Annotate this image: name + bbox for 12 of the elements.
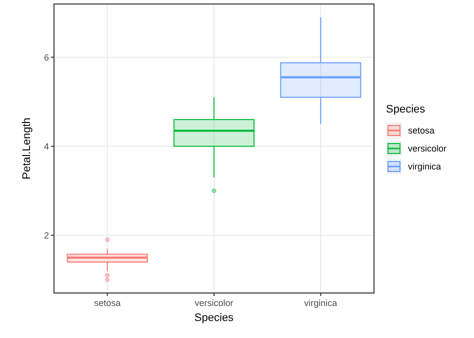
x-tick-label: versicolor (194, 298, 234, 308)
x-axis-title: Species (194, 312, 234, 324)
y-tick-label: 6 (44, 52, 49, 62)
legend-label: setosa (408, 126, 435, 136)
y-tick-label: 2 (44, 230, 49, 240)
x-tick-label: setosa (94, 298, 121, 308)
legend-label: versicolor (408, 144, 447, 154)
legend-label: virginica (408, 162, 442, 172)
y-tick-label: 4 (44, 141, 49, 152)
x-tick-label: virginica (304, 298, 338, 308)
y-axis-title: Petal.Length (21, 118, 33, 180)
legend-title: Species (386, 104, 426, 116)
